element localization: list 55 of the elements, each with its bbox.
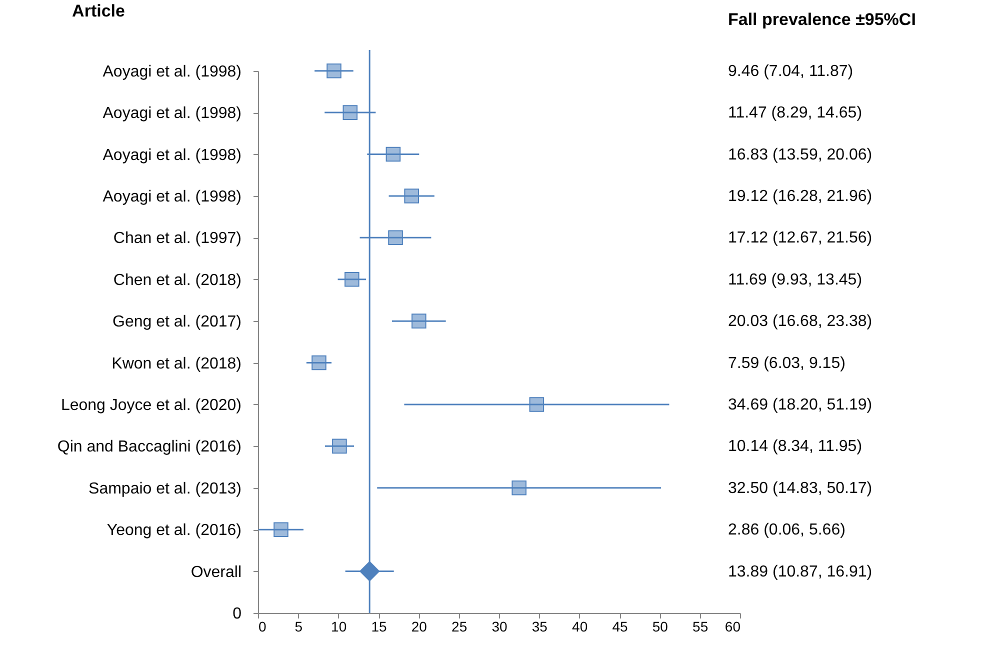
point [274,522,288,537]
point [342,105,358,120]
y-tick-label: Chan et al. (1997) [113,230,242,248]
text: 0 [232,606,242,622]
point [529,397,544,412]
text: 7.59 (6.03, 9.15) [728,354,846,372]
x-tick-label: 55 [692,618,708,634]
y-tick-label: Sampaio et al. (2013) [88,480,242,498]
x-tick-label: 30 [492,618,508,634]
text: 34.69 (18.20, 51.19) [728,396,872,414]
x-tick-label: 10 [331,618,347,634]
y-tick-label: Aoyagi et al. (1998) [102,146,242,164]
point [412,314,426,328]
x-tick-label: 60 [724,618,741,634]
x-tick-label: 40 [572,618,588,634]
x-tick-label: 20 [411,618,428,634]
y-tick-label: Aoyagi et al. (1998) [102,188,242,206]
y-tick-label: Yeong et al. (2016) [106,522,242,540]
text: 9.46 (7.04, 11.87) [728,62,854,80]
y-tick-label: Chen et al. (2018) [113,272,242,289]
point [344,272,360,287]
text: 10.14 (8.34, 11.95) [728,438,862,456]
point [386,146,401,162]
point [359,561,380,582]
text: Fall prevalence ±95%CI [728,10,916,29]
point [512,480,526,496]
x-tick-label: 35 [532,618,548,634]
point [312,355,326,370]
x-tick-label: 15 [371,618,387,634]
y-tick-label: Kwon et al. (2018) [112,355,242,372]
point [388,230,403,246]
text: 19.12 (16.28, 21.96) [728,188,872,205]
text: 20.03 (16.68, 23.38) [728,313,872,330]
text: 11.69 (9.93, 13.45) [728,271,862,288]
x-tick-label: 25 [452,618,468,634]
text: 32.50 (14.83, 50.17) [728,480,872,497]
y-tick-label: Overall [190,564,242,581]
y-tick-label: Aoyagi et al. (1998) [102,63,242,80]
x-tick-label: 50 [652,618,668,634]
y-axis-title: Article [72,2,125,20]
x-tick-label: 45 [612,618,628,634]
text: 17.12 (12.67, 21.56) [728,230,872,247]
y-tick-label: Qin and Baccaglini (2016) [57,438,242,456]
y-tick-label: Aoyagi et al. (1998) [102,105,242,122]
point [404,188,419,204]
text: 11.47 (8.29, 14.65) [728,104,862,122]
y-tick-label: Leong Joyce et al. (2020) [60,396,242,414]
text: 16.83 (13.59, 20.06) [728,146,872,164]
x-tick-label: 5 [294,618,303,634]
point [326,63,342,78]
y-tick-label: Geng et al. (2017) [112,314,242,331]
point [332,438,347,454]
text: 13.89 (10.87, 16.91) [728,563,872,580]
x-tick-label: 0 [258,618,266,634]
text: 2.86 (0.06, 5.66) [728,522,846,539]
